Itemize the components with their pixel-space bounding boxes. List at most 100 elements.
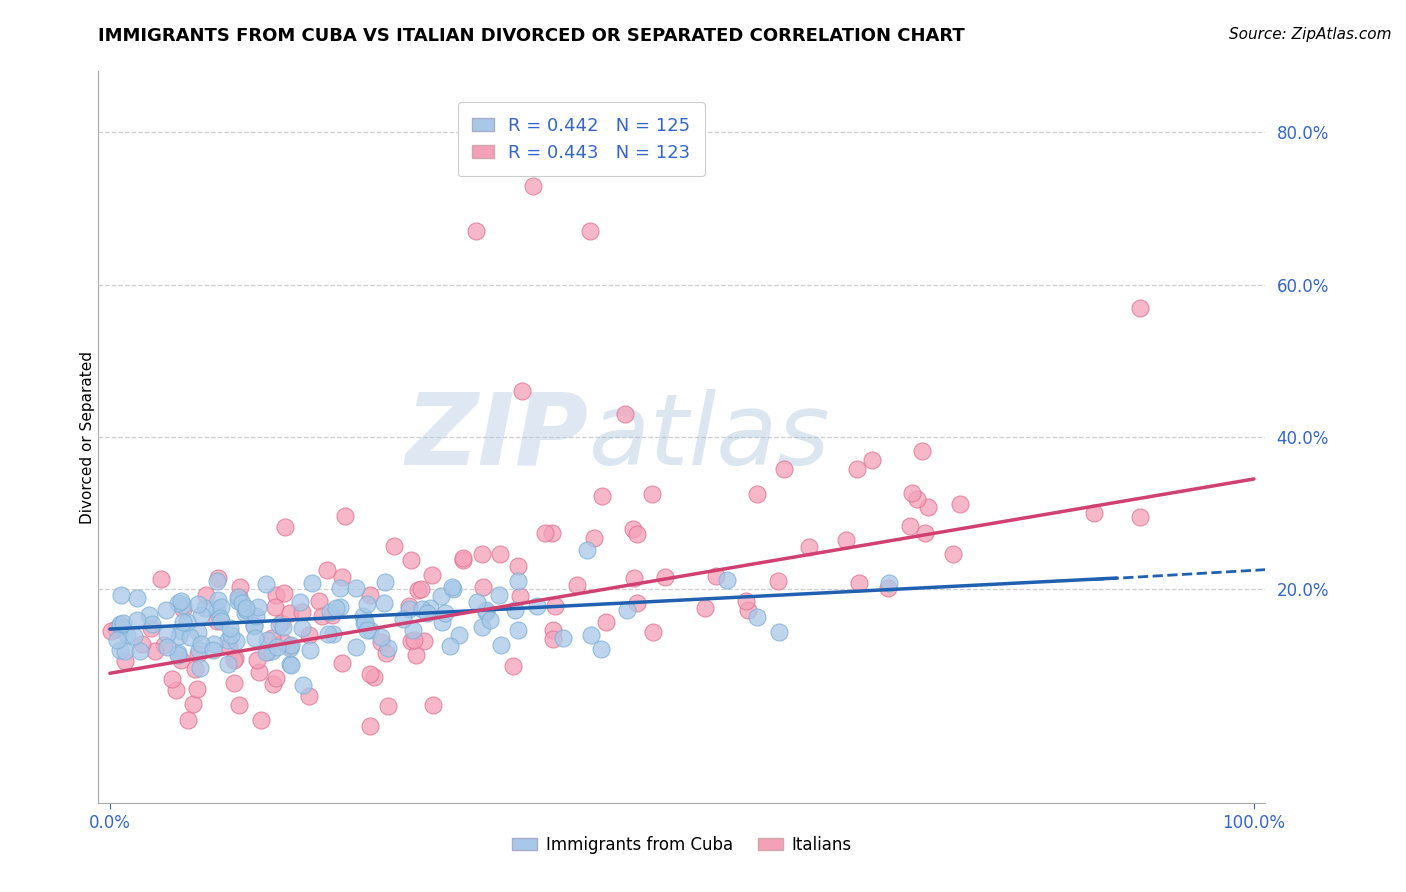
Point xyxy=(526,599,548,613)
Point xyxy=(352,608,374,623)
Point xyxy=(280,638,302,652)
Point xyxy=(266,588,288,602)
Point xyxy=(291,621,314,635)
Point xyxy=(218,639,240,653)
Point xyxy=(172,615,194,629)
Point xyxy=(225,633,247,648)
Point xyxy=(433,606,456,620)
Point xyxy=(256,632,278,647)
Point xyxy=(194,601,217,615)
Point xyxy=(112,615,135,630)
Point xyxy=(898,518,921,533)
Point xyxy=(398,601,420,615)
Point xyxy=(254,645,277,659)
Point xyxy=(330,570,353,584)
Point xyxy=(471,619,494,633)
Point xyxy=(266,640,288,655)
Text: atlas: atlas xyxy=(589,389,830,485)
Point xyxy=(173,602,195,616)
Point xyxy=(579,224,602,238)
Point xyxy=(406,582,429,597)
Point xyxy=(301,576,323,591)
Point xyxy=(108,617,131,632)
Point xyxy=(799,540,821,554)
Point xyxy=(325,601,347,615)
Point xyxy=(416,606,439,620)
Point xyxy=(363,670,385,684)
Point xyxy=(465,595,488,609)
Point xyxy=(209,614,232,628)
Point xyxy=(330,656,353,670)
Point xyxy=(278,607,301,621)
Point xyxy=(172,598,194,612)
Point xyxy=(224,676,246,690)
Point xyxy=(271,620,294,634)
Point xyxy=(441,582,464,597)
Y-axis label: Divorced or Separated: Divorced or Separated xyxy=(80,351,94,524)
Point xyxy=(626,526,648,541)
Point xyxy=(264,671,287,685)
Point xyxy=(149,572,172,586)
Point xyxy=(321,607,343,622)
Point xyxy=(243,618,266,632)
Point xyxy=(356,623,378,637)
Point xyxy=(156,627,179,641)
Point xyxy=(271,635,294,649)
Point xyxy=(280,657,302,671)
Point xyxy=(270,616,292,631)
Point xyxy=(506,559,529,574)
Point xyxy=(107,633,129,648)
Point xyxy=(333,509,356,524)
Point xyxy=(187,642,209,657)
Point xyxy=(503,602,526,616)
Point xyxy=(262,677,284,691)
Point xyxy=(451,553,474,567)
Point xyxy=(256,645,278,659)
Point xyxy=(308,594,330,608)
Point xyxy=(422,698,444,712)
Point xyxy=(246,653,269,667)
Point xyxy=(260,631,283,645)
Point xyxy=(298,643,321,657)
Point xyxy=(472,580,495,594)
Point xyxy=(190,637,212,651)
Point xyxy=(510,384,533,399)
Point xyxy=(141,616,163,631)
Point xyxy=(737,603,759,617)
Point xyxy=(166,646,188,660)
Point xyxy=(643,625,665,640)
Point xyxy=(704,569,727,583)
Point xyxy=(465,224,488,238)
Point xyxy=(359,624,381,638)
Point xyxy=(374,646,396,660)
Point xyxy=(209,611,232,625)
Point xyxy=(766,574,789,588)
Point xyxy=(419,601,441,615)
Point xyxy=(250,713,273,727)
Point xyxy=(478,613,501,627)
Point xyxy=(186,682,208,697)
Point xyxy=(591,489,613,503)
Point xyxy=(623,570,645,584)
Point xyxy=(207,592,229,607)
Point xyxy=(373,596,395,610)
Point xyxy=(430,615,453,629)
Point xyxy=(291,605,314,619)
Point xyxy=(1083,506,1105,520)
Point xyxy=(188,661,211,675)
Point xyxy=(905,491,928,506)
Point xyxy=(344,640,367,654)
Point xyxy=(114,644,136,658)
Point xyxy=(229,580,252,594)
Point xyxy=(129,644,152,658)
Point xyxy=(226,593,249,607)
Point xyxy=(235,603,257,617)
Point xyxy=(184,662,207,676)
Point xyxy=(209,599,232,614)
Point xyxy=(177,713,200,727)
Point xyxy=(353,615,375,630)
Point xyxy=(131,637,153,651)
Point xyxy=(291,678,314,692)
Point xyxy=(110,589,132,603)
Point xyxy=(901,486,924,500)
